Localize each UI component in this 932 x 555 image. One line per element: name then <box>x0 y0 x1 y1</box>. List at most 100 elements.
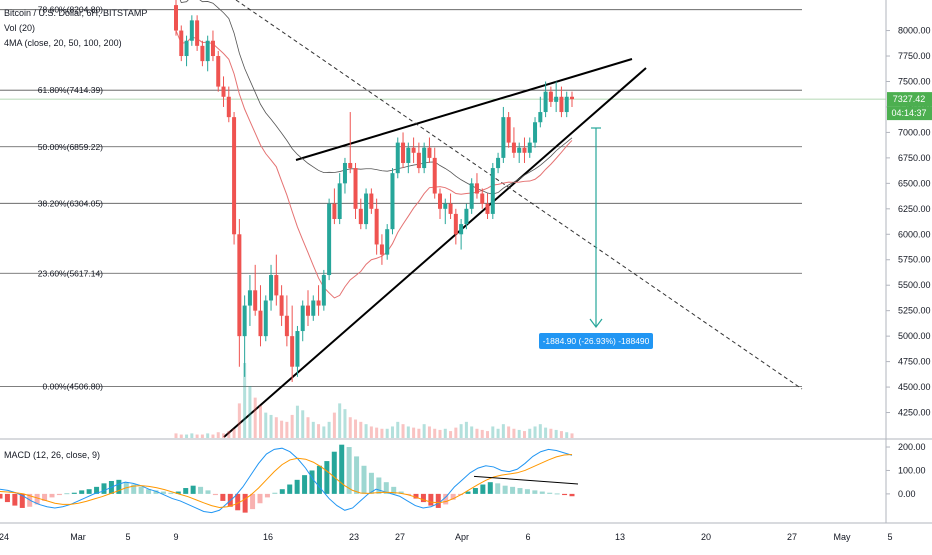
volume-bar <box>538 424 542 438</box>
volume-bar <box>427 426 431 438</box>
x-tick-label: 16 <box>263 532 273 542</box>
candle-body <box>464 208 469 225</box>
x-tick-label: 20 <box>701 532 711 542</box>
trendlines <box>223 0 803 438</box>
macd-histogram-bar <box>242 493 248 513</box>
macd-histogram-bar <box>272 492 278 494</box>
macd-histogram-bar <box>264 493 270 498</box>
macd-histogram-bar <box>391 486 397 494</box>
macd-histogram-bar <box>153 490 159 494</box>
price-tick-label: 5250.00 <box>898 306 931 316</box>
volume-bar <box>179 434 183 438</box>
volume-bar <box>544 427 548 438</box>
candle-body <box>522 147 527 153</box>
macd-histogram-bar <box>502 485 508 494</box>
volume-bar <box>464 421 468 438</box>
price-tick-label: 4250.00 <box>898 408 931 418</box>
volume-bar <box>512 428 516 438</box>
macd-histogram-bar <box>547 492 553 494</box>
macd-histogram-bar <box>131 484 137 494</box>
candle-body <box>174 5 178 31</box>
macd-histogram-bar <box>34 493 40 505</box>
fib-label: 0.00%(4506.80) <box>43 381 104 391</box>
macd-histogram-bar <box>524 489 530 494</box>
candle-body <box>506 117 511 143</box>
candle-body <box>496 157 501 169</box>
volume-bar <box>396 421 400 438</box>
candle-body <box>200 45 205 62</box>
volume-bar <box>295 405 299 438</box>
measure-arrowhead <box>589 318 603 328</box>
volume-bar <box>390 426 394 438</box>
x-tick-label: 5 <box>887 532 892 542</box>
volume-bar <box>549 428 553 438</box>
candle-body <box>379 244 384 255</box>
candle-body <box>216 56 221 87</box>
candle-body <box>210 40 215 57</box>
candle-body <box>316 300 321 306</box>
macd-histogram-bar <box>376 477 382 494</box>
macd-histogram-bar <box>539 491 545 494</box>
price-tick-label: 6250.00 <box>898 204 931 214</box>
fib-label: 61.80%(7414.39) <box>38 85 103 95</box>
candle-body <box>179 30 184 57</box>
volume-bar <box>332 412 336 438</box>
volume-bar <box>443 428 447 438</box>
macd-histogram-bar <box>324 461 330 494</box>
macd-histogram-bar <box>12 493 18 506</box>
volume-bar <box>327 421 331 438</box>
x-tick-label: Apr <box>455 532 469 542</box>
candle-body <box>453 213 458 235</box>
macd-histogram-bar <box>168 492 174 494</box>
measure-label-box <box>539 333 653 349</box>
macd-histogram-bar <box>64 493 70 495</box>
volume-bar <box>348 417 352 438</box>
candle-body <box>327 203 332 276</box>
candle-body <box>411 147 416 153</box>
price-tick-label: 4750.00 <box>898 357 931 367</box>
macd-histogram-bar <box>250 493 256 510</box>
macd-tick-label: 0.00 <box>898 489 916 499</box>
macd-histogram-bar <box>205 490 211 494</box>
candle-body <box>306 305 310 316</box>
volume-bar <box>559 431 563 438</box>
candle-body <box>237 234 242 337</box>
candle-body <box>232 117 237 235</box>
candle-body <box>427 147 432 158</box>
candle-body <box>570 96 574 100</box>
macd-histogram-bar <box>331 451 337 494</box>
axes: 8000.007750.007500.007250.007000.006750.… <box>0 0 932 542</box>
price-tag-box <box>887 92 932 107</box>
candle-body <box>533 122 538 143</box>
macd-histogram-bar <box>94 486 100 494</box>
candle-body <box>348 162 353 169</box>
macd-line <box>0 447 573 514</box>
macd-histogram-bar <box>0 493 3 499</box>
volume-bar <box>338 403 342 438</box>
macd-histogram-bar <box>354 456 360 494</box>
volume-bars <box>174 363 574 438</box>
macd-histogram-bar <box>480 484 486 494</box>
legend-title: Bitcoin / U.S. Dollar, 6H, BITSTAMP <box>4 8 148 18</box>
candle-body <box>332 203 337 219</box>
price-tick-label: 7750.00 <box>898 51 931 61</box>
x-tick-label: 27 <box>787 532 797 542</box>
volume-bar <box>174 433 178 438</box>
volume-bar <box>322 426 326 438</box>
candle-body <box>263 300 268 337</box>
price-tick-label: 7500.00 <box>898 76 931 86</box>
macd-histogram-bar <box>183 488 189 494</box>
macd-histogram-bar <box>19 493 25 508</box>
candle-body <box>353 168 358 209</box>
macd-histogram-bar <box>413 493 419 499</box>
volume-bar <box>311 421 315 438</box>
macd-histogram-bar <box>472 488 478 494</box>
wedge-lower-line <box>223 67 647 438</box>
fib-label: 78.60%(8204.80) <box>38 5 103 15</box>
x-tick-label: May <box>833 532 851 542</box>
macd-histogram-bar <box>443 493 449 505</box>
macd-histogram-bar <box>368 472 374 494</box>
volume-bar <box>359 421 363 438</box>
volume-bar <box>290 414 294 438</box>
volume-bar <box>216 432 220 438</box>
